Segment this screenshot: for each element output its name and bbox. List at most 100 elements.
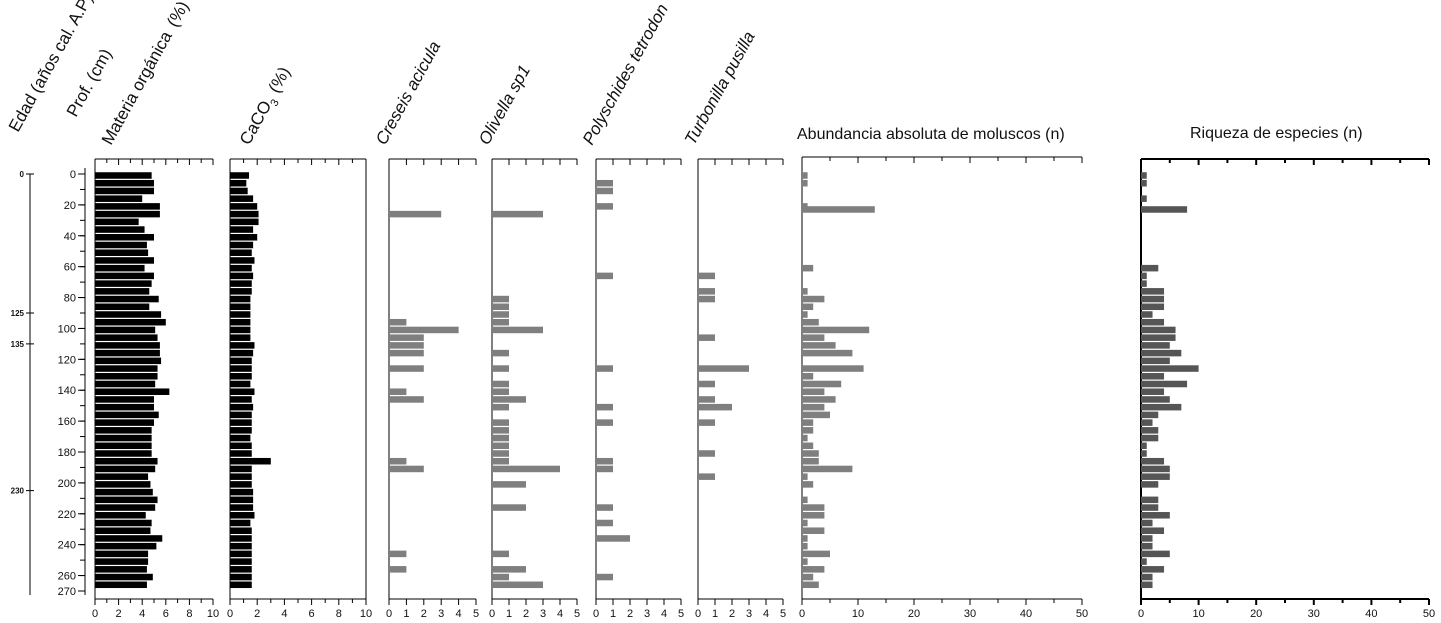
bar <box>95 334 158 341</box>
depth-axis: 0 20 40 60 80 100 120 140 160 180 200 220 240 260 270 <box>58 168 86 598</box>
bar <box>230 550 252 558</box>
bar <box>802 527 825 534</box>
x-tick-label: 20 <box>908 608 920 620</box>
bar <box>95 365 158 372</box>
bar <box>596 465 613 473</box>
bar <box>1141 195 1147 202</box>
panel-4: Polyschides tetrodon 0 1 2 3 4 5 <box>579 1 684 620</box>
x-tick-label: 0 <box>92 608 98 620</box>
bar <box>1141 365 1199 372</box>
bar <box>1141 280 1147 287</box>
depth-header: Prof. (cm) <box>63 45 116 119</box>
bar <box>95 419 154 426</box>
panel-title-text: Turbonilla pusilla <box>681 28 759 148</box>
bar <box>230 280 252 287</box>
x-tick-label: 5 <box>574 608 580 620</box>
bar <box>698 365 749 372</box>
x-tick-label: 4 <box>661 608 667 620</box>
bar <box>698 419 715 426</box>
bar <box>492 210 543 218</box>
bar <box>802 288 808 295</box>
depth-tick-label: 40 <box>64 231 76 243</box>
bar <box>230 481 252 488</box>
bar <box>95 573 153 581</box>
bar <box>230 558 252 565</box>
bar <box>230 295 251 303</box>
bar <box>230 373 252 380</box>
bar <box>698 403 732 411</box>
bar <box>95 535 163 542</box>
bar <box>95 396 154 403</box>
bar <box>230 388 255 395</box>
bar <box>95 434 152 442</box>
bar <box>492 566 526 573</box>
bar <box>698 473 715 480</box>
bar <box>1141 380 1188 388</box>
bar <box>95 179 154 187</box>
bar <box>95 349 160 357</box>
bar <box>802 550 830 558</box>
bar <box>596 457 613 465</box>
bar <box>389 365 424 372</box>
bar <box>802 303 814 311</box>
bar <box>492 442 509 450</box>
x-tick-label: 3 <box>438 608 444 620</box>
x-tick-label: 5 <box>678 608 684 620</box>
x-tick-label: 0 <box>386 608 392 620</box>
bar <box>230 311 251 318</box>
panel-title-unit: (%) <box>265 64 294 96</box>
x-tick-label: 8 <box>336 608 342 620</box>
bar <box>802 172 808 179</box>
bar <box>230 179 247 187</box>
bar <box>230 512 255 519</box>
bar <box>230 535 252 542</box>
bar <box>230 403 254 411</box>
x-tick-label: 0 <box>593 608 599 620</box>
bar <box>1141 172 1147 179</box>
bar <box>596 403 613 411</box>
bar <box>802 519 808 527</box>
bar <box>95 195 143 202</box>
panel-7: Riqueza de especies (n) 0 10 20 30 40 50 <box>1138 125 1435 620</box>
panel-2: Creseis acicula 0 1 2 3 4 5 <box>372 38 479 620</box>
x-tick-label: 30 <box>964 608 976 620</box>
panel-title: Polyschides tetrodon <box>579 1 672 148</box>
bar <box>802 380 842 388</box>
bar <box>492 318 509 326</box>
x-tick-label: 1 <box>610 608 616 620</box>
x-tick-label: 0 <box>799 608 805 620</box>
age-tick-label: 135 <box>11 340 25 349</box>
bar <box>95 234 154 241</box>
bar <box>95 257 154 264</box>
bar <box>492 311 509 318</box>
x-tick-label: 4 <box>139 608 145 620</box>
panel-title-text: Materia orgánica <box>98 28 176 148</box>
bar <box>492 481 526 488</box>
bar <box>230 203 258 210</box>
bar <box>230 465 252 473</box>
bar <box>230 450 252 457</box>
bar <box>1141 388 1165 395</box>
bar <box>802 504 825 511</box>
x-tick-label: 3 <box>644 608 650 620</box>
bar <box>596 187 613 195</box>
bar <box>698 380 715 388</box>
x-tick-label: 10 <box>852 608 864 620</box>
bar <box>389 550 407 558</box>
bar <box>802 295 825 303</box>
bar <box>698 272 715 280</box>
bar <box>1141 512 1170 519</box>
x-tick-label: 1 <box>712 608 718 620</box>
panel-title-subscript: 3 <box>268 97 281 108</box>
bar <box>802 581 819 589</box>
bar <box>492 573 509 581</box>
depth-tick-label: 220 <box>58 509 76 521</box>
bar <box>230 349 254 357</box>
bar <box>802 373 814 380</box>
bar <box>1141 311 1153 318</box>
bar <box>1141 496 1159 504</box>
bar <box>802 427 814 434</box>
